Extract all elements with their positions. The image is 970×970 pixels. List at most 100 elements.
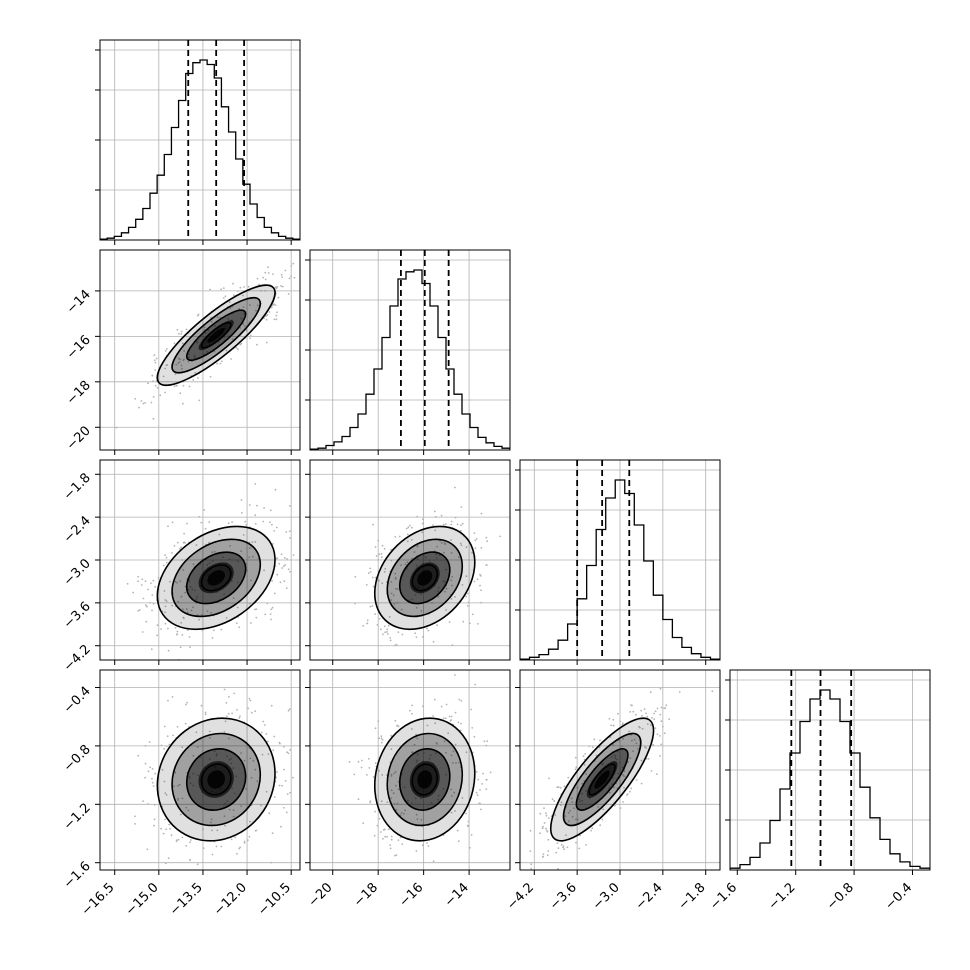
- scatter-point: [167, 857, 170, 860]
- scatter-point: [270, 704, 273, 707]
- scatter-point: [390, 838, 393, 841]
- scatter-point: [622, 773, 624, 776]
- scatter-point: [369, 571, 372, 573]
- scatter-point: [201, 629, 204, 632]
- scatter-point: [474, 683, 477, 686]
- scatter-point: [454, 674, 456, 676]
- scatter-point: [400, 564, 402, 567]
- contour-line: [386, 538, 464, 618]
- scatter-point: [357, 798, 360, 801]
- scatter-point: [216, 362, 219, 365]
- scatter-point: [232, 809, 235, 811]
- scatter-point: [397, 839, 400, 841]
- scatter-point: [269, 613, 272, 615]
- scatter-point: [460, 722, 462, 725]
- scatter-point: [390, 748, 393, 750]
- scatter-point: [153, 359, 156, 362]
- x-tick-label: −0.4: [882, 880, 915, 913]
- scatter-point: [165, 556, 168, 559]
- histogram-step: [310, 269, 510, 450]
- scatter-point: [280, 273, 283, 276]
- scatter-point: [184, 722, 187, 725]
- scatter-point: [450, 811, 453, 814]
- scatter-point: [220, 360, 223, 363]
- scatter-point: [167, 649, 170, 652]
- scatter-point: [226, 800, 229, 803]
- scatter-point: [628, 730, 631, 733]
- scatter-point: [637, 748, 639, 750]
- x-tick-label: −4.2: [504, 880, 537, 913]
- scatter-point: [577, 818, 579, 821]
- scatter-point: [383, 571, 386, 573]
- scatter-point: [466, 824, 469, 827]
- y-tick-label: −4.2: [61, 642, 94, 675]
- scatter-point: [480, 575, 482, 577]
- scatter-point: [467, 601, 470, 604]
- scatter-point: [276, 771, 278, 773]
- y-tick-label: −0.8: [61, 742, 94, 775]
- scatter-point: [380, 737, 383, 740]
- scatter-point: [235, 346, 238, 349]
- scatter-point: [597, 806, 599, 808]
- scatter-point: [384, 567, 387, 570]
- scatter-point: [154, 385, 157, 387]
- scatter-point: [240, 752, 242, 755]
- panel-0-0: [95, 39, 301, 245]
- scatter-point: [646, 715, 649, 718]
- scatter-point: [467, 592, 469, 595]
- contour-line: [575, 748, 629, 811]
- scatter-point: [578, 800, 581, 803]
- scatter-point: [486, 740, 489, 743]
- scatter-point: [173, 385, 176, 388]
- scatter-point: [242, 294, 244, 297]
- scatter-point: [180, 546, 183, 549]
- scatter-point: [545, 814, 548, 817]
- scatter-point: [485, 564, 488, 566]
- panel-3-0: −16.5 −15.0 −13.5 −12.0 −10.5 −1.6 −1.2 −0.8 −0.…: [61, 669, 301, 919]
- scatter-point: [223, 731, 226, 733]
- scatter-point: [235, 622, 238, 625]
- scatter-point: [233, 792, 236, 795]
- x-tick-label: −2.4: [633, 880, 666, 913]
- scatter-point: [286, 558, 288, 560]
- scatter-point: [461, 797, 464, 799]
- scatter-point: [411, 557, 413, 560]
- scatter-point: [459, 542, 462, 545]
- scatter-point: [458, 556, 460, 558]
- scatter-point: [150, 648, 153, 651]
- histogram-step: [730, 689, 930, 870]
- scatter-point: [450, 754, 453, 757]
- scatter-point: [254, 514, 257, 517]
- panel-3-3: −1.6 −1.2 −0.8 −0.4: [707, 669, 931, 913]
- scatter-point: [403, 812, 405, 815]
- scatter-point: [164, 611, 167, 614]
- scatter-point: [623, 775, 625, 778]
- scatter-point: [281, 784, 283, 787]
- panel-2-1: [305, 459, 511, 665]
- scatter-point: [188, 636, 191, 638]
- scatter-point: [390, 559, 393, 562]
- scatter-point: [220, 628, 223, 631]
- scatter-point: [176, 633, 179, 635]
- scatter-point: [228, 758, 231, 761]
- scatter-point: [633, 738, 636, 741]
- scatter-point: [421, 531, 424, 534]
- scatter-point: [390, 734, 392, 737]
- scatter-point: [454, 743, 457, 746]
- scatter-point: [390, 835, 393, 838]
- scatter-point: [216, 316, 219, 319]
- scatter-point: [422, 636, 424, 638]
- scatter-point: [378, 770, 380, 772]
- scatter-point: [137, 754, 140, 757]
- scatter-point: [228, 558, 231, 561]
- scatter-point: [461, 522, 464, 525]
- scatter-point: [476, 578, 479, 581]
- scatter-point: [609, 736, 612, 739]
- scatter-point: [401, 843, 404, 845]
- scatter-point: [161, 768, 164, 771]
- scatter-point: [115, 426, 118, 429]
- scatter-point: [254, 768, 257, 771]
- scatter-point: [288, 505, 291, 507]
- scatter-point: [410, 539, 413, 541]
- y-tick-label: −0.4: [61, 684, 94, 717]
